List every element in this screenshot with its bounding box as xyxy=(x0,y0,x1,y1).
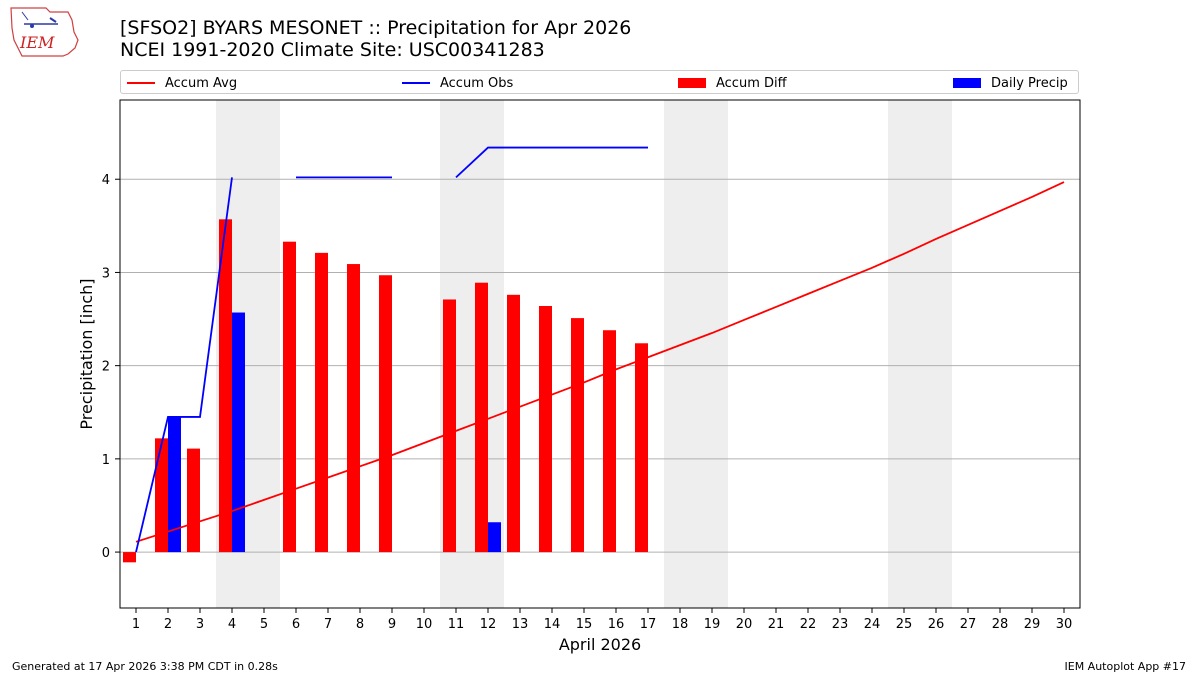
x-tick-label-23: 23 xyxy=(832,617,849,632)
legend-item-accum-diff: Accum Diff xyxy=(678,71,787,95)
x-tick-label-6: 6 xyxy=(292,617,300,632)
legend-label-accum-avg: Accum Avg xyxy=(165,75,238,91)
accum-diff-bar-11 xyxy=(443,299,456,553)
x-tick-label-7: 7 xyxy=(324,617,332,632)
legend-item-daily-precip: Daily Precip xyxy=(953,71,1068,95)
accum-diff-bar-13 xyxy=(507,294,520,553)
accum-diff-bar-1 xyxy=(123,552,136,563)
accum-diff-bar-6 xyxy=(283,241,296,553)
accum-diff-bar-7 xyxy=(315,252,328,553)
x-tick-label-15: 15 xyxy=(576,617,593,632)
accum-diff-bar-14 xyxy=(539,305,552,553)
legend-swatch-accum-obs xyxy=(402,82,430,84)
accum-diff-bar-8 xyxy=(347,264,360,553)
accum-obs-line-2 xyxy=(455,146,648,179)
chart-subtitle: NCEI 1991-2020 Climate Site: USC00341283 xyxy=(120,39,545,61)
x-tick-label-3: 3 xyxy=(196,617,204,632)
x-tick-label-12: 12 xyxy=(480,617,497,632)
x-tick-label-2: 2 xyxy=(164,617,172,632)
x-tick-label-27: 27 xyxy=(960,617,977,632)
x-tick-label-18: 18 xyxy=(672,617,689,632)
daily-precip-bar-4 xyxy=(232,312,245,553)
accum-diff-bar-3 xyxy=(187,448,200,553)
x-tick-label-5: 5 xyxy=(260,617,268,632)
legend-item-accum-obs: Accum Obs xyxy=(402,71,513,95)
x-tick-label-25: 25 xyxy=(896,617,913,632)
x-tick-label-9: 9 xyxy=(388,617,396,632)
x-axis-label: April 2026 xyxy=(559,635,641,654)
y-tick-label-1: 1 xyxy=(102,453,110,468)
weekend-shade-2 xyxy=(664,100,728,608)
y-tick-label-0: 0 xyxy=(102,546,110,561)
legend-swatch-accum-avg xyxy=(127,82,155,84)
x-tick-label-22: 22 xyxy=(800,617,817,632)
x-tick-label-24: 24 xyxy=(864,617,881,632)
y-axis-label: Precipitation [inch] xyxy=(77,278,96,429)
accum-diff-bar-16 xyxy=(603,330,616,553)
accum-diff-bar-4 xyxy=(219,219,232,553)
x-tick-label-28: 28 xyxy=(992,617,1009,632)
accum-diff-bar-15 xyxy=(571,318,584,553)
x-tick-label-8: 8 xyxy=(356,617,364,632)
x-tick-label-10: 10 xyxy=(416,617,433,632)
accum-diff-bar-12 xyxy=(475,282,488,553)
y-tick-label-4: 4 xyxy=(102,173,110,188)
x-tick-label-26: 26 xyxy=(928,617,945,632)
x-tick-label-30: 30 xyxy=(1056,617,1073,632)
daily-precip-bar-2 xyxy=(168,416,181,553)
svg-text:IEM: IEM xyxy=(19,33,55,52)
accum-diff-bar-9 xyxy=(379,275,392,553)
x-tick-label-17: 17 xyxy=(640,617,657,632)
legend-label-daily-precip: Daily Precip xyxy=(991,75,1068,91)
legend-swatch-daily-precip xyxy=(953,78,981,88)
x-tick-label-20: 20 xyxy=(736,617,753,632)
x-tick-label-4: 4 xyxy=(228,617,236,632)
x-tick-label-13: 13 xyxy=(512,617,529,632)
legend-label-accum-obs: Accum Obs xyxy=(440,75,514,91)
y-tick-label-2: 2 xyxy=(102,360,110,375)
footer-app: IEM Autoplot App #17 xyxy=(1064,660,1187,673)
y-tick-label-3: 3 xyxy=(102,266,110,281)
plot-frame xyxy=(119,99,1081,609)
x-tick-label-29: 29 xyxy=(1024,617,1041,632)
legend: Accum Avg Accum Obs Accum Diff Daily Pre… xyxy=(120,70,1079,94)
x-tick-label-11: 11 xyxy=(448,617,465,632)
daily-precip-bar-12 xyxy=(488,522,501,553)
iem-logo: IEM xyxy=(10,7,79,57)
accum-diff-bar-2 xyxy=(155,438,168,553)
legend-swatch-accum-diff xyxy=(678,78,706,88)
x-tick-label-16: 16 xyxy=(608,617,625,632)
x-tick-label-19: 19 xyxy=(704,617,721,632)
chart-title: [SFSO2] BYARS MESONET :: Precipitation f… xyxy=(120,17,632,39)
legend-item-accum-avg: Accum Avg xyxy=(127,71,237,95)
x-tick-label-21: 21 xyxy=(768,617,785,632)
weekend-shade-3 xyxy=(888,100,952,608)
accum-obs-line-0 xyxy=(135,177,233,553)
x-tick-label-14: 14 xyxy=(544,617,561,632)
accum-diff-bar-17 xyxy=(635,343,648,553)
x-tick-label-1: 1 xyxy=(132,617,140,632)
legend-label-accum-diff: Accum Diff xyxy=(716,75,787,91)
accum-avg-line xyxy=(135,181,1065,543)
footer-generated: Generated at 17 Apr 2026 3:38 PM CDT in … xyxy=(12,660,278,673)
